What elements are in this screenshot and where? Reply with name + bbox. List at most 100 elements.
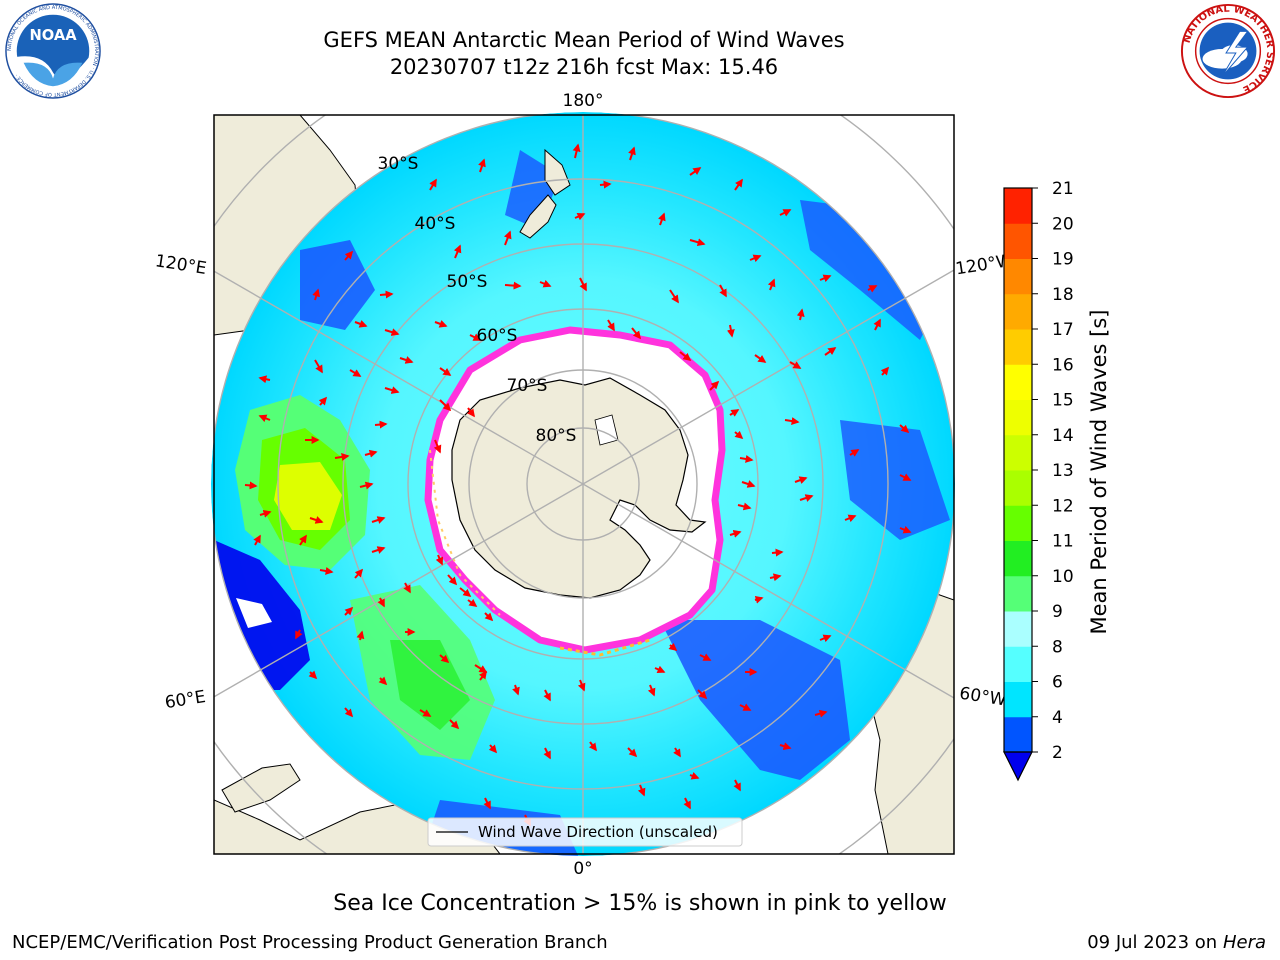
low-period-patch-east [840, 420, 950, 540]
arrow [295, 629, 303, 640]
arrow [354, 320, 368, 328]
legend-label: Wind Wave Direction (unscaled) [478, 823, 718, 841]
credit-text: NCEP/EMC/Verification Post Processing Pr… [12, 932, 608, 953]
arrow [729, 409, 740, 417]
arrow [673, 747, 681, 758]
arrow [739, 703, 752, 711]
arrow [819, 274, 832, 283]
arrow [466, 407, 475, 418]
noaa-logo-text: NOAA [29, 27, 77, 44]
arrow [469, 333, 482, 341]
arrow [689, 772, 700, 780]
arrow [453, 244, 462, 259]
colorbar-block [1004, 505, 1032, 541]
arrow [719, 284, 727, 298]
arrow [259, 510, 272, 518]
arrow [429, 178, 437, 191]
colorbar: 2 4 6 8 9 10 11 12 13 14 15 16 17 18 19 20 21 Mean Perio… [1003, 179, 1111, 782]
colorbar-block [1004, 470, 1032, 506]
colorbar-tick-label: 6 [1052, 673, 1063, 693]
colorbar-block [1004, 329, 1032, 365]
arrow [709, 380, 720, 391]
arrow [439, 654, 450, 664]
arrow [344, 250, 354, 261]
colorbar-block [1004, 434, 1032, 471]
colorbar-block [1004, 540, 1032, 577]
arrow [588, 741, 597, 752]
graticule [214, 115, 954, 854]
colorbar-tick-label: 11 [1052, 532, 1074, 552]
arrow [449, 719, 460, 730]
arrow [467, 598, 478, 607]
arrow [439, 399, 452, 412]
arrow [539, 279, 552, 288]
arrow [769, 573, 782, 582]
title-line-1: GEFS MEAN Antarctic Mean Period of Wind … [323, 28, 845, 52]
colorbar-under-triangle [1003, 751, 1033, 782]
arrow [579, 277, 587, 292]
arrow [258, 414, 271, 423]
madagascar-landmass [221, 763, 301, 813]
arrow [488, 744, 498, 754]
arrow [379, 290, 394, 299]
antarctica-landmass [451, 377, 707, 599]
colorbar-tick-label: 4 [1052, 708, 1063, 728]
arrow [371, 546, 386, 554]
arrow [739, 455, 754, 463]
colorbar-tick-label: 10 [1052, 567, 1074, 587]
arrow [512, 684, 520, 696]
high-period-patch-core [274, 462, 342, 530]
arrow [599, 180, 612, 189]
colorbar-tick-label: 18 [1052, 285, 1074, 305]
arrow [318, 396, 328, 406]
nz-north-island [544, 148, 571, 196]
map-figure: 180° 0° 120°E 120°W 60°E 60°W 30°S 40°S … [154, 91, 1111, 879]
map-panel: 180° 0° 120°E 120°W 60°E 60°W 30°S 40°S … [154, 91, 1015, 879]
arrow [734, 430, 744, 440]
arrow [312, 288, 320, 301]
nws-logo: NATIONAL WEATHER SERVICE [1180, 4, 1275, 99]
arrow [504, 281, 522, 290]
arrow [344, 707, 354, 718]
arrow [374, 420, 388, 429]
colorbar-ticks: 2 4 6 8 9 10 11 12 13 14 15 16 17 18 19 20 21 [1032, 179, 1074, 763]
arrow [574, 212, 586, 221]
arrow [880, 366, 890, 376]
arrow [403, 582, 411, 594]
colorbar-tick-label: 14 [1052, 426, 1074, 446]
map-frame [213, 114, 955, 855]
arrow [647, 684, 656, 697]
low-period-patch-australia [300, 240, 375, 330]
lat-label-70: 70°S [507, 376, 548, 396]
lon-label-60w: 60°W [958, 684, 1008, 711]
arrow [683, 797, 691, 810]
arrow [754, 354, 767, 363]
arrow [377, 597, 385, 608]
colorbar-block [1004, 611, 1032, 647]
lon-label-120e: 120°E [154, 251, 208, 279]
arrow [319, 567, 334, 575]
arrow [384, 328, 400, 336]
arrow [697, 689, 708, 700]
arrow [658, 212, 666, 226]
run-date-text: 09 Jul 2023 on [1087, 932, 1223, 953]
arrow [543, 747, 551, 760]
arrow [359, 481, 374, 490]
colorbar-blocks [1004, 188, 1032, 753]
run-date: 09 Jul 2023 on Hera [1087, 932, 1266, 953]
arrow [344, 606, 354, 616]
arrow [399, 356, 414, 364]
colorbar-block [1004, 399, 1032, 436]
arrow [699, 653, 712, 661]
colorbar-block [1004, 681, 1032, 718]
legend-box [427, 817, 743, 847]
arrow [627, 747, 638, 758]
arrow [729, 530, 742, 538]
arrow [789, 361, 802, 369]
colorbar-block [1004, 575, 1032, 612]
colorbar-block [1004, 364, 1032, 400]
arrow [244, 481, 258, 490]
sea-ice-caption: Sea Ice Concentration > 15% is shown in … [333, 891, 947, 916]
lon-label-180: 180° [563, 91, 604, 111]
colorbar-block [1004, 646, 1032, 682]
